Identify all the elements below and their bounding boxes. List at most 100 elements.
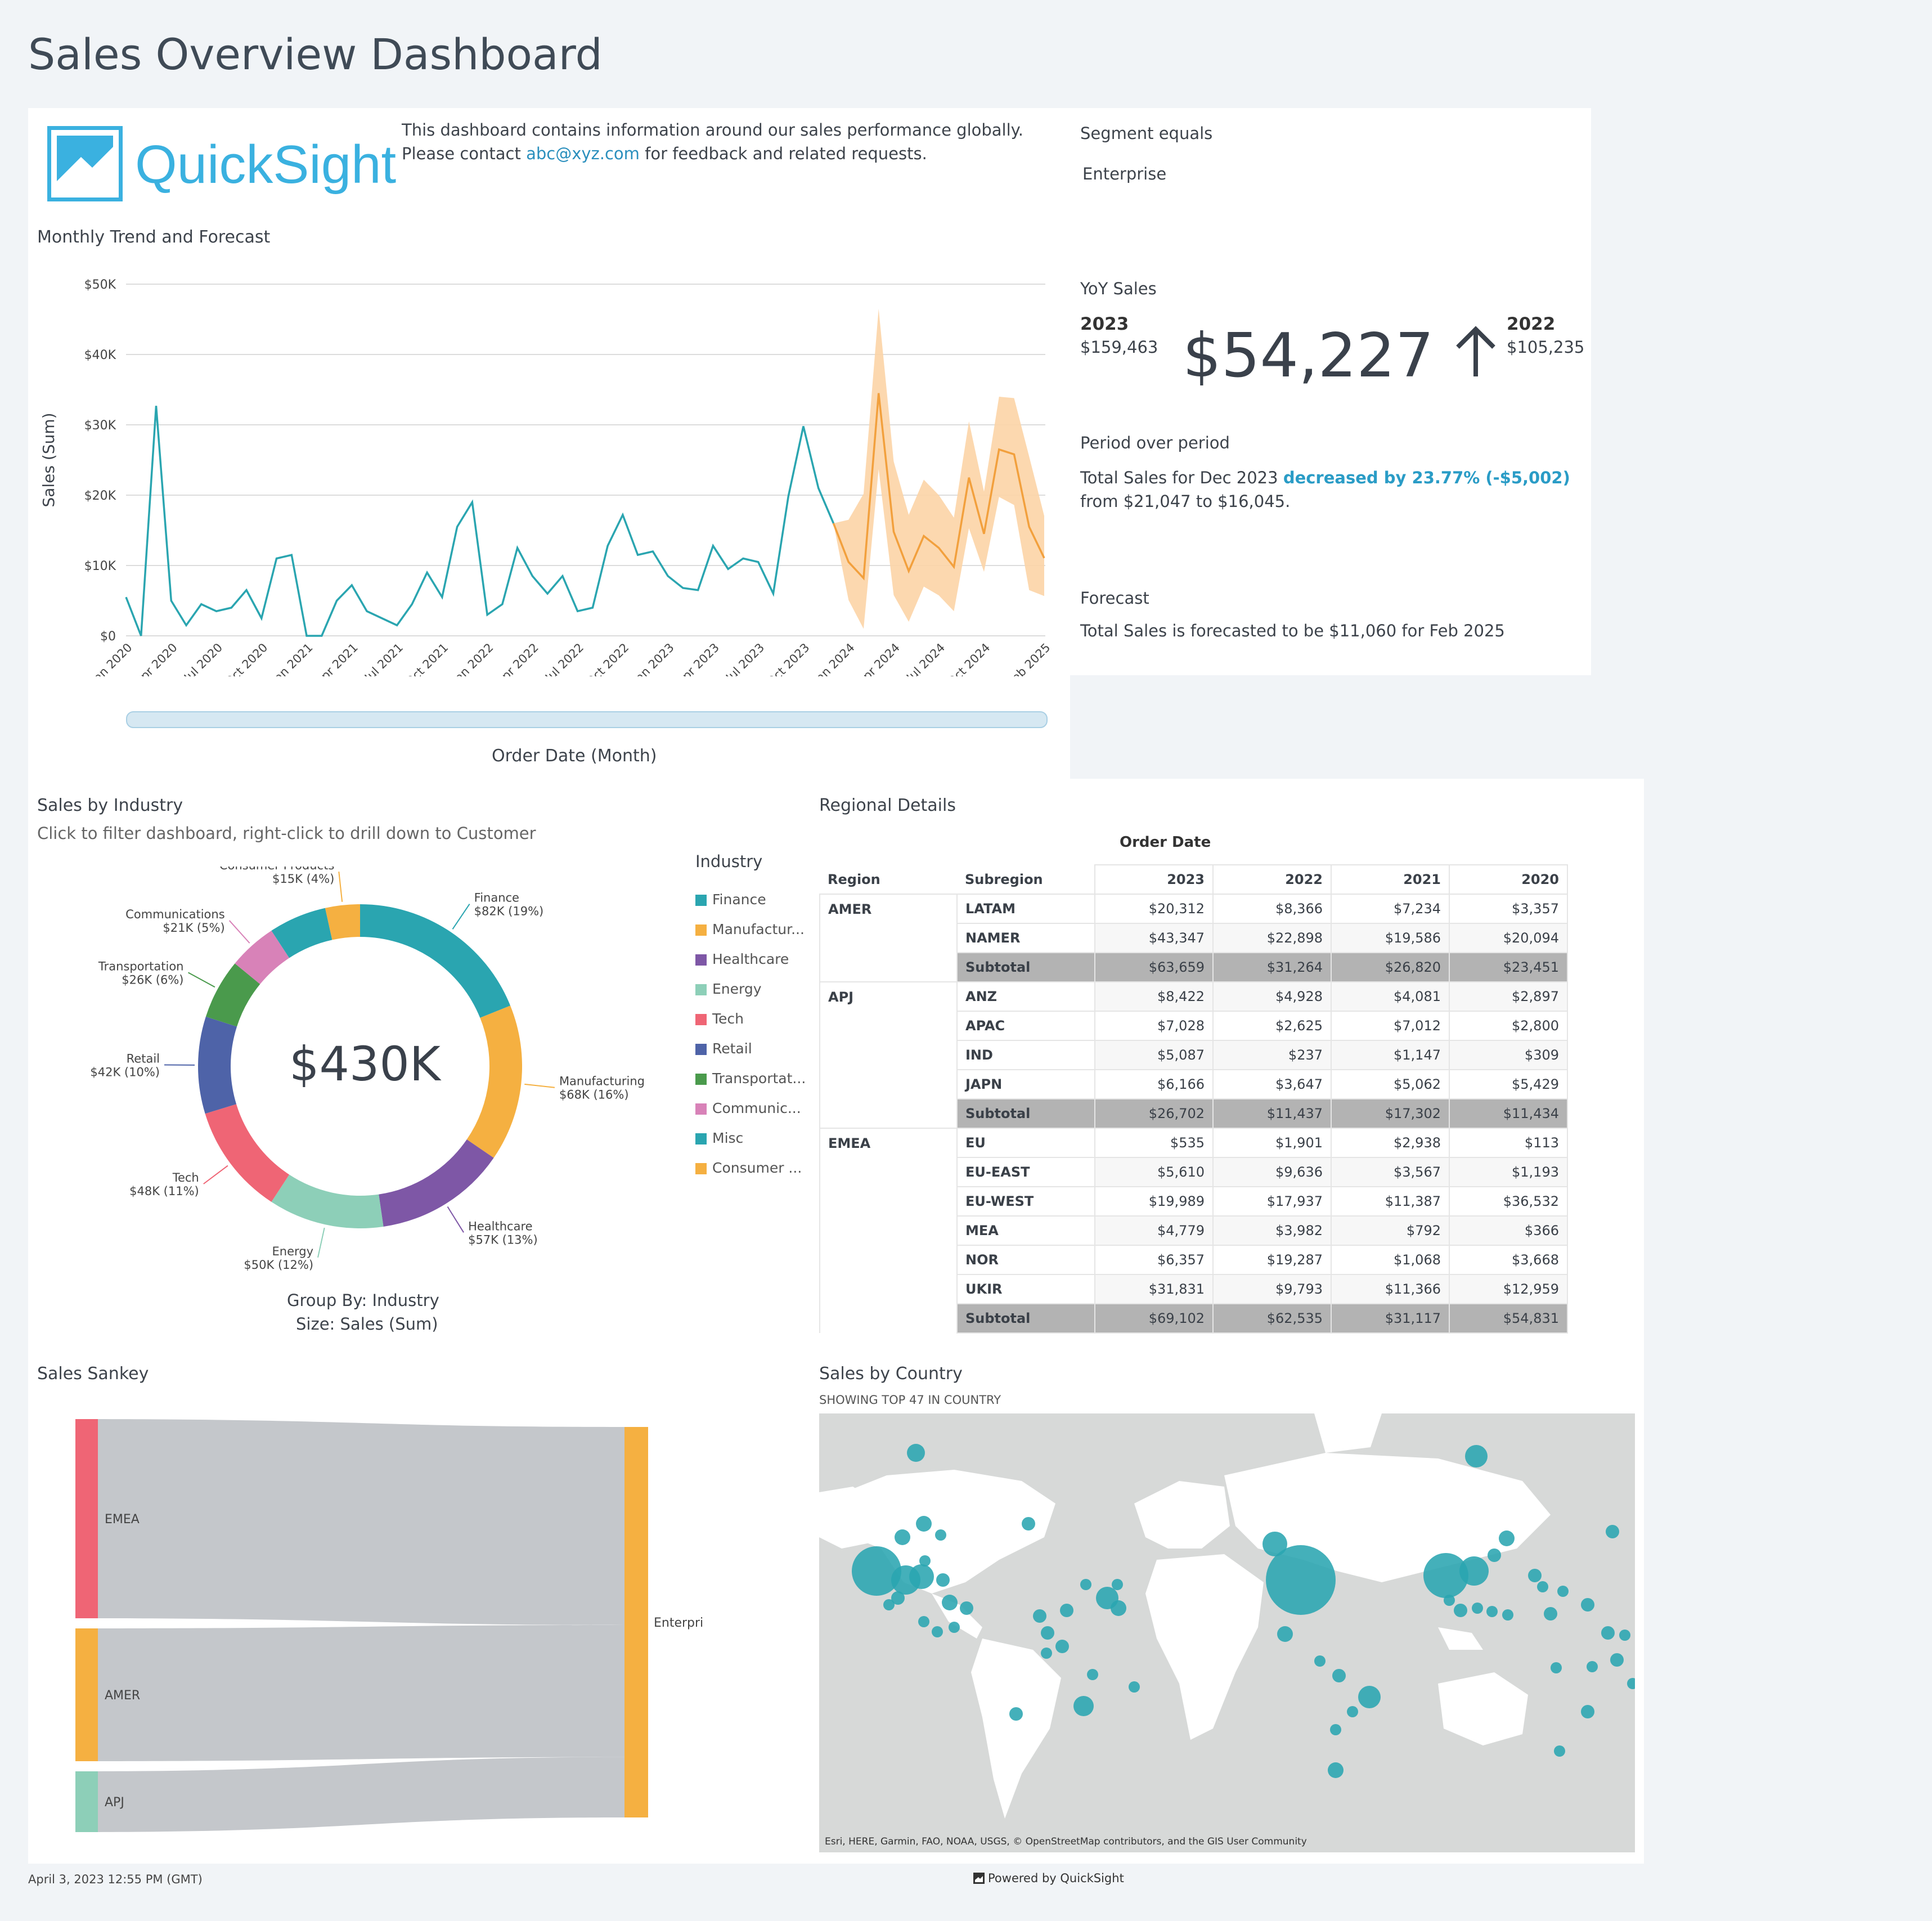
donut-slice[interactable] (198, 1016, 237, 1114)
country-bubble[interactable] (1444, 1595, 1455, 1606)
country-bubble[interactable] (1557, 1586, 1569, 1597)
country-bubble[interactable] (1619, 1630, 1630, 1641)
country-bubble[interactable] (1087, 1669, 1098, 1680)
country-bubble[interactable] (852, 1546, 901, 1596)
country-bubble[interactable] (919, 1555, 931, 1567)
country-bubble[interactable] (907, 1444, 925, 1462)
donut-slice[interactable] (271, 1174, 384, 1228)
country-bubble[interactable] (1627, 1678, 1635, 1689)
country-bubble[interactable] (895, 1529, 910, 1545)
sales-by-country-map[interactable]: Esri, HERE, Garmin, FAO, NOAA, USGS, © O… (819, 1413, 1635, 1852)
table-row[interactable]: NOR $6,357 $19,287 $1,068 $3,668 (819, 1245, 1568, 1275)
country-bubble[interactable] (1022, 1517, 1035, 1530)
country-bubble[interactable] (1332, 1669, 1346, 1682)
country-bubble[interactable] (1330, 1724, 1341, 1735)
sankey-source-node[interactable] (75, 1628, 98, 1761)
legend-item[interactable]: Retail (695, 1040, 752, 1057)
country-bubble[interactable] (1587, 1661, 1598, 1672)
donut-slice[interactable] (235, 930, 290, 985)
subtotal-row[interactable]: Subtotal $63,659 $31,264 $26,820 $23,451 (819, 952, 1568, 982)
sankey-source-node[interactable] (75, 1419, 98, 1618)
trend-chart[interactable]: $0 $10K $20K $30K $40K $50K Sales (Sum) Jan 202… (28, 249, 1070, 676)
header-year-2022[interactable]: 2022 (1212, 864, 1332, 895)
country-bubble[interactable] (1060, 1604, 1073, 1617)
country-bubble[interactable] (949, 1622, 960, 1633)
sales-line[interactable] (125, 406, 835, 637)
donut-slice[interactable] (325, 904, 360, 940)
sankey-flow[interactable] (78, 1624, 624, 1761)
donut-slice[interactable] (379, 1139, 494, 1227)
donut-slice[interactable] (466, 1006, 522, 1158)
country-bubble[interactable] (1610, 1653, 1624, 1667)
subtotal-row[interactable]: Subtotal $69,102 $62,535 $31,117 $54,831 (819, 1303, 1568, 1334)
table-row[interactable]: MEA $4,779 $3,982 $792 $366 (819, 1215, 1568, 1246)
country-bubble[interactable] (942, 1595, 958, 1610)
country-bubble[interactable] (1129, 1681, 1140, 1693)
sales-sankey-chart[interactable]: EMEA AMER APJ Enterprise (28, 1407, 703, 1834)
country-bubble[interactable] (909, 1564, 934, 1589)
country-bubble[interactable] (960, 1601, 973, 1615)
legend-item[interactable]: Finance (695, 891, 766, 908)
country-bubble[interactable] (1347, 1706, 1358, 1717)
country-bubble[interactable] (883, 1599, 895, 1610)
header-year-2023[interactable]: 2023 (1094, 864, 1214, 895)
country-bubble[interactable] (1537, 1581, 1548, 1592)
country-bubble[interactable] (1544, 1607, 1557, 1621)
country-bubble[interactable] (936, 1573, 950, 1587)
country-bubble[interactable] (1423, 1553, 1468, 1598)
sankey-target-node[interactable] (624, 1427, 648, 1817)
country-bubble[interactable] (918, 1616, 929, 1627)
country-bubble[interactable] (1314, 1655, 1326, 1667)
country-bubble[interactable] (891, 1591, 905, 1605)
donut-slice[interactable] (205, 1104, 290, 1202)
country-bubble[interactable] (1112, 1579, 1123, 1590)
country-bubble[interactable] (1073, 1696, 1094, 1716)
country-bubble[interactable] (1601, 1626, 1615, 1640)
country-bubble[interactable] (1080, 1579, 1091, 1590)
legend-item[interactable]: Transportat... (695, 1070, 806, 1087)
sankey-flow[interactable] (78, 1419, 624, 1625)
sankey-flow[interactable] (78, 1757, 624, 1832)
contact-email-link[interactable]: abc@xyz.com (526, 144, 640, 163)
table-row[interactable]: EMEA EU $535 $1,901 $2,938 $113 (819, 1128, 1568, 1158)
country-bubble[interactable] (1472, 1603, 1483, 1614)
sankey-source-node[interactable] (75, 1771, 98, 1832)
date-range-slider[interactable] (126, 711, 1048, 728)
legend-item[interactable]: Manufactur... (695, 921, 805, 937)
country-bubble[interactable] (1581, 1705, 1594, 1718)
country-bubble[interactable] (935, 1529, 946, 1541)
country-bubble[interactable] (1009, 1707, 1023, 1721)
country-bubble[interactable] (1486, 1606, 1498, 1617)
country-bubble[interactable] (932, 1626, 943, 1637)
country-bubble[interactable] (1041, 1626, 1054, 1640)
donut-slice[interactable] (205, 963, 260, 1027)
table-row[interactable]: AMER LATAM $20,312 $8,366 $7,234 $3,357 (819, 894, 1568, 924)
header-region[interactable]: Region (828, 871, 880, 887)
country-bubble[interactable] (1606, 1525, 1619, 1538)
table-row[interactable]: IND $5,087 $237 $1,147 $309 (819, 1040, 1568, 1070)
country-bubble[interactable] (1041, 1648, 1052, 1659)
table-row[interactable]: EU-EAST $5,610 $9,636 $3,567 $1,193 (819, 1157, 1568, 1187)
subtotal-row[interactable]: Subtotal $26,702 $11,437 $17,302 $11,434 (819, 1098, 1568, 1129)
country-bubble[interactable] (1502, 1609, 1513, 1621)
segment-filter-value[interactable]: Enterprise (1082, 164, 1167, 183)
legend-item[interactable]: Healthcare (695, 951, 789, 967)
country-bubble[interactable] (1266, 1545, 1336, 1615)
header-year-2020[interactable]: 2020 (1449, 864, 1568, 895)
table-row[interactable]: APAC $7,028 $2,625 $7,012 $2,800 (819, 1011, 1568, 1041)
legend-item[interactable]: Tech (695, 1011, 744, 1027)
donut-slice[interactable] (271, 908, 333, 958)
table-row[interactable]: JAPN $6,166 $3,647 $5,062 $5,429 (819, 1069, 1568, 1099)
country-bubble[interactable] (1096, 1587, 1118, 1609)
donut-slice[interactable] (360, 904, 511, 1018)
legend-item[interactable]: Communic... (695, 1100, 801, 1116)
table-row[interactable]: NAMER $43,347 $22,898 $19,586 $20,094 (819, 923, 1568, 953)
forecast-line[interactable] (832, 393, 1045, 581)
country-bubble[interactable] (1465, 1445, 1488, 1467)
legend-item[interactable]: Misc (695, 1130, 743, 1146)
country-bubble[interactable] (1328, 1762, 1344, 1778)
country-bubble[interactable] (916, 1516, 932, 1532)
country-bubble[interactable] (1358, 1686, 1381, 1708)
industry-donut-chart[interactable]: Finance$82K (19%) Manufacturing$68K (16%)… (28, 867, 675, 1272)
header-year-2021[interactable]: 2021 (1331, 864, 1450, 895)
